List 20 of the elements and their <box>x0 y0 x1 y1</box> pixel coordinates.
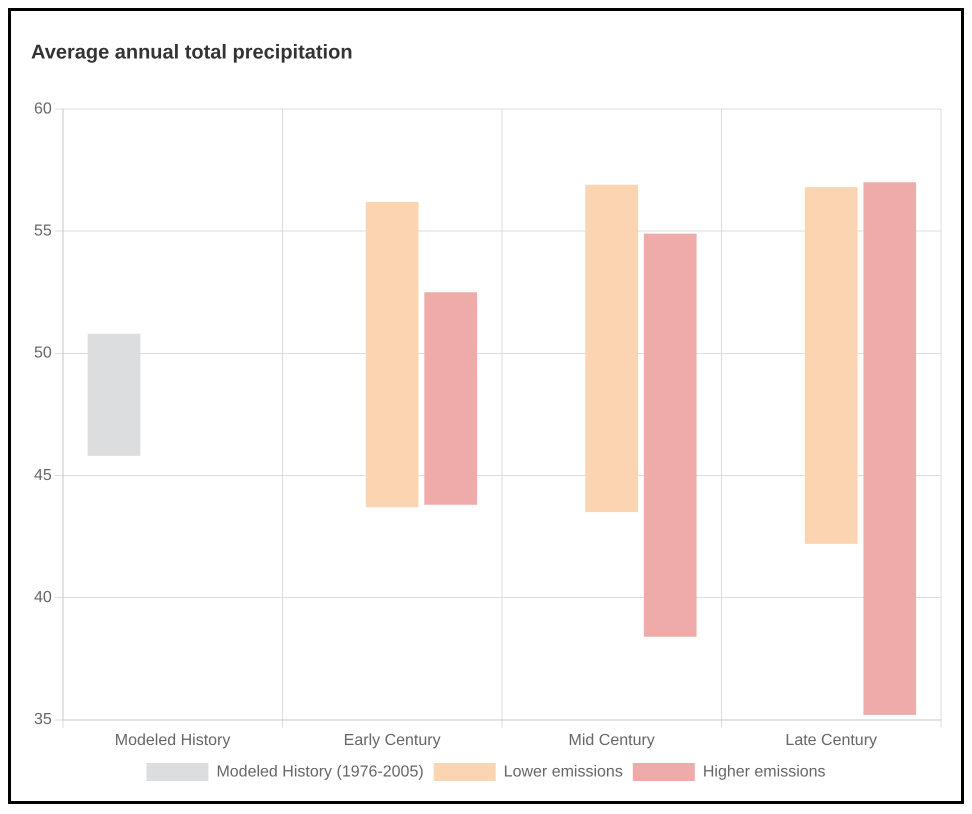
bar <box>804 187 858 544</box>
y-tick-label: 60 <box>34 100 52 118</box>
x-tick-label: Late Century <box>785 732 878 749</box>
y-tick-label: 45 <box>34 466 52 484</box>
chart-title: Average annual total precipitation <box>31 42 353 64</box>
bar <box>644 234 697 637</box>
x-tick-label: Mid Century <box>568 732 655 749</box>
y-tick-label: 35 <box>34 711 52 728</box>
y-tick-label: 40 <box>34 589 52 606</box>
legend-label: Lower emissions <box>504 763 623 780</box>
bar <box>585 184 638 512</box>
legend-label: Higher emissions <box>702 763 826 780</box>
x-tick-label: Modeled History <box>114 732 230 749</box>
bar <box>424 292 478 505</box>
y-tick-label: 50 <box>34 344 52 362</box>
y-tick-label: 55 <box>34 222 52 240</box>
x-tick-label: Early Century <box>344 732 441 749</box>
legend-label: Modeled History (1976-2005) <box>216 763 424 780</box>
bar <box>863 182 916 715</box>
bar <box>366 202 418 508</box>
